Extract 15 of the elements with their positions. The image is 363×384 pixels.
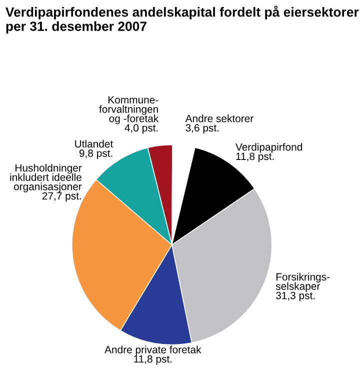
data-label: 11,8 pst. [134,355,172,365]
data-label: 31,3 pst. [276,292,315,302]
slice-label: Forsikrings- selskaper [276,272,330,292]
data-label: 9,8 pst. [79,150,112,159]
data-label: 4,0 pst. [124,124,158,134]
data-label: 3,6 pst. [186,124,219,134]
data-label: 27,7 pst. [42,192,81,202]
chart-title: Verdipapirfondenes andelskapital fordelt på eiersektorer per 31. desember 2007 [6,6,359,34]
slice-label: Kommune- forvaltningen og -foretak [99,96,159,124]
slice-label: Utlandet [75,140,114,148]
slice-label: Andre sektorer [185,114,254,122]
slice-label: Andre private foretak [104,346,202,356]
data-label: 11,8 pst. [236,152,274,162]
slice-label: Verdipapirfond [236,143,302,153]
slice-label: Husholdninger inkludert ideelle organisasjoner [10,164,82,192]
